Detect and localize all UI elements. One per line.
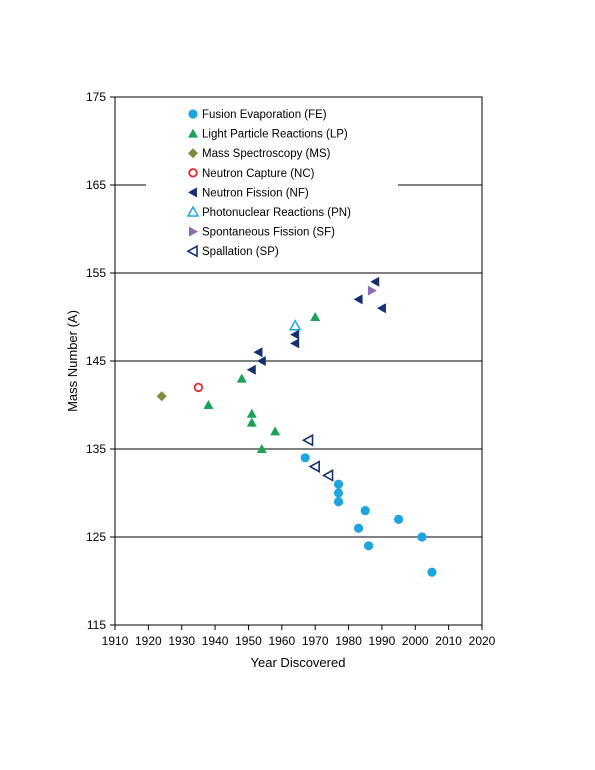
x-tick-label-1970: 1970 — [302, 634, 329, 648]
data-point-s3-p0 — [193, 382, 204, 393]
data-point-s2-p0 — [156, 391, 167, 402]
data-point-s0-p1 — [333, 479, 344, 489]
data-point-s1-p6 — [310, 312, 321, 321]
y-tick-label-175: 175 — [86, 90, 106, 104]
data-point-s0-p6 — [363, 541, 374, 551]
x-tick-label-2020: 2020 — [469, 634, 496, 648]
data-point-s1-p5 — [270, 426, 281, 436]
legend-marker-6 — [189, 226, 198, 237]
legend-label-6: Spontaneous Fission (SF) — [202, 227, 335, 239]
legend-marker-3 — [188, 168, 198, 178]
legend-marker-2 — [188, 148, 198, 159]
data-point-s4-p1 — [253, 347, 263, 358]
data-point-s4-p0 — [246, 364, 256, 375]
data-point-s0-p0 — [300, 453, 310, 463]
data-point-s1-p2 — [246, 408, 257, 418]
legend-marker-4 — [188, 187, 197, 198]
y-axis-title: Mass Number (A) — [65, 310, 80, 412]
axis-ticks: 115 125 135 145 155 165 175 1910 1920 1930 1940 195… — [86, 90, 496, 648]
data-point-s1-p0 — [203, 400, 214, 409]
data-point-s0-p2 — [333, 488, 344, 498]
y-tick-label-155: 155 — [86, 266, 106, 280]
data-point-s7-p0 — [301, 433, 314, 447]
legend-label-5: Photonuclear Reactions (PN) — [202, 207, 351, 219]
data-point-s0-p9 — [427, 567, 437, 577]
legend-label-3: Neutron Capture (NC) — [202, 168, 315, 180]
y-tick-label-125: 125 — [86, 530, 106, 544]
y-tick-label-135: 135 — [86, 442, 106, 456]
legend-label-7: Spallation (SP) — [202, 246, 279, 258]
data-point-s7-p1 — [308, 460, 320, 473]
legend-label-0: Fusion Evaporation (FE) — [202, 109, 327, 121]
legend-label-4: Neutron Fission (NF) — [202, 187, 309, 199]
data-point-s0-p7 — [393, 514, 404, 525]
x-axis-title: Year Discovered — [251, 655, 346, 670]
legend-marker-7 — [186, 244, 198, 258]
y-tick-label-165: 165 — [86, 178, 106, 192]
legend-marker-0 — [188, 109, 198, 119]
data-point-s0-p8 — [417, 532, 427, 542]
data-point-s1-p4 — [256, 444, 267, 453]
data-point-s6-p0 — [367, 285, 377, 296]
data-point-s4-p4 — [290, 338, 300, 349]
x-tick-label-2000: 2000 — [402, 634, 429, 648]
x-tick-label-1920: 1920 — [135, 634, 162, 648]
legend-marker-1 — [188, 128, 198, 138]
x-tick-label-1960: 1960 — [268, 634, 295, 648]
legend: Fusion Evaporation (FE) Light Particle Re… — [146, 100, 398, 264]
data-point-s4-p7 — [376, 303, 386, 314]
legend-background — [146, 100, 398, 264]
data-point-s1-p1 — [236, 373, 247, 383]
x-tick-label-2010: 2010 — [435, 634, 462, 648]
data-point-s0-p4 — [353, 523, 364, 533]
data-point-s0-p3 — [333, 497, 344, 507]
x-tick-label-1980: 1980 — [335, 634, 362, 648]
y-tick-label-115: 115 — [87, 618, 106, 632]
data-point-s4-p3 — [290, 329, 300, 340]
data-point-s0-p5 — [360, 506, 370, 516]
x-tick-label-1990: 1990 — [369, 634, 396, 648]
x-tick-label-1910: 1910 — [102, 634, 129, 648]
data-point-s7-p2 — [321, 469, 334, 482]
data-point-s1-p3 — [246, 417, 257, 427]
legend-label-1: Light Particle Reactions (LP) — [202, 129, 348, 141]
legend-label-2: Mass Spectroscopy (MS) — [202, 148, 331, 160]
x-tick-label-1950: 1950 — [235, 634, 262, 648]
legend-marker-5 — [186, 205, 200, 217]
data-point-s4-p6 — [370, 276, 380, 287]
x-tick-label-1940: 1940 — [202, 634, 229, 648]
x-tick-label-1930: 1930 — [168, 634, 195, 648]
data-point-s5-p0 — [288, 319, 302, 331]
y-tick-label-145: 145 — [86, 354, 106, 368]
data-markers — [156, 276, 437, 577]
data-point-s4-p5 — [353, 294, 363, 305]
data-point-s4-p2 — [256, 356, 266, 366]
